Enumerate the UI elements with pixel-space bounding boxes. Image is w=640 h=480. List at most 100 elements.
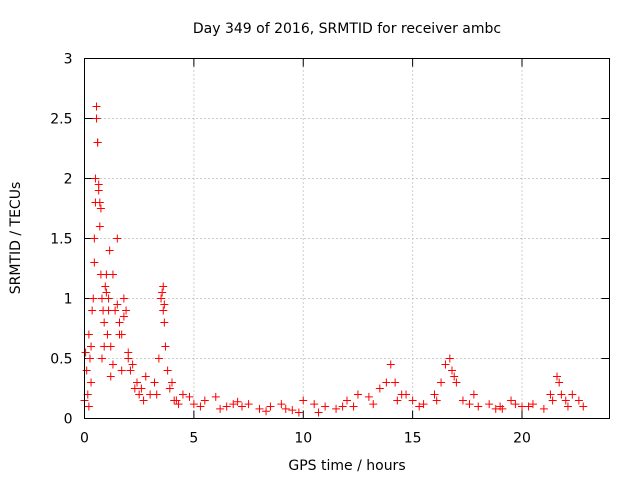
data-point (266, 402, 275, 411)
data-point (465, 400, 474, 409)
data-point (152, 390, 161, 399)
data-point (524, 402, 533, 411)
data-point (124, 348, 133, 357)
data-point (83, 390, 92, 399)
data-point (430, 390, 439, 399)
data-point (507, 396, 516, 405)
data-point (87, 342, 96, 351)
data-point (557, 390, 566, 399)
data-point (277, 400, 286, 409)
data-point (574, 396, 583, 405)
data-point (93, 138, 102, 147)
data-point (170, 396, 179, 405)
data-point (122, 306, 131, 315)
data-point (448, 366, 456, 375)
data-point (117, 366, 126, 375)
data-point (154, 354, 163, 363)
data-point (314, 408, 323, 417)
data-point (88, 306, 97, 315)
grid-lines (84, 58, 610, 419)
data-point (95, 198, 104, 207)
data-point (81, 348, 90, 357)
data-point (91, 174, 100, 183)
data-point (408, 396, 417, 405)
data-point (106, 372, 115, 381)
data-point (159, 306, 168, 315)
data-point (579, 402, 588, 411)
data-point (82, 366, 91, 375)
data-point (458, 396, 467, 405)
data-point (98, 354, 106, 363)
data-point (100, 318, 109, 327)
data-point (105, 246, 114, 255)
data-point (101, 282, 110, 291)
data-point (216, 404, 225, 413)
data-point (391, 378, 400, 387)
data-point (178, 390, 187, 399)
y-tick-label: 3 (64, 52, 73, 68)
y-tick-label: 2 (64, 172, 73, 188)
data-point (84, 402, 93, 411)
y-tick-label: 2.5 (50, 112, 72, 128)
data-point (141, 372, 150, 381)
data-point (262, 407, 271, 416)
data-point (161, 342, 170, 351)
data-point (321, 402, 330, 411)
data-point (244, 400, 253, 409)
data-point (174, 400, 183, 409)
data-point (288, 406, 297, 415)
data-point (160, 300, 169, 309)
data-point (555, 378, 564, 387)
x-tick-label: 20 (513, 431, 531, 447)
data-point (382, 378, 391, 387)
x-tick-label: 0 (80, 431, 89, 447)
data-point (548, 396, 557, 405)
data-point (485, 400, 494, 409)
data-point (528, 400, 537, 409)
data-point (128, 360, 137, 369)
tick-labels: 0 5 10 15 20 0 0.5 1 1.5 2 2.5 3 (50, 52, 531, 447)
data-point (469, 390, 478, 399)
data-point (415, 402, 424, 411)
x-tick-label: 5 (189, 431, 198, 447)
data-point (437, 378, 446, 387)
data-point (474, 402, 483, 411)
data-point (84, 330, 93, 339)
data-point (255, 404, 264, 413)
data-point (563, 402, 572, 411)
data-point (92, 114, 101, 123)
data-point (103, 330, 112, 339)
data-point (92, 102, 101, 111)
data-point (364, 392, 373, 401)
data-point (119, 294, 128, 303)
y-axis-label: SRMTID / TECUs (8, 182, 24, 295)
chart-title: Day 349 of 2016, SRMTID for receiver amb… (193, 21, 501, 37)
data-point (159, 282, 168, 291)
data-point (158, 288, 167, 297)
data-point (113, 300, 122, 309)
data-point (165, 384, 174, 393)
data-point (349, 402, 358, 411)
data-point (135, 390, 144, 399)
data-point (294, 408, 303, 417)
data-point (229, 400, 238, 409)
y-tick-label: 0.5 (50, 352, 72, 368)
axis-ticks (84, 58, 610, 419)
data-point (90, 258, 99, 267)
data-point (113, 234, 122, 243)
data-point (200, 396, 209, 405)
data-point (568, 390, 577, 399)
data-point (111, 306, 120, 315)
data-point (369, 400, 378, 409)
data-point (450, 372, 459, 381)
data-point (94, 180, 103, 189)
plot-frame (84, 58, 610, 419)
data-point (332, 404, 341, 413)
data-point (150, 378, 159, 387)
data-points (80, 102, 588, 417)
data-point (115, 330, 124, 339)
data-point (393, 396, 402, 405)
data-point (353, 390, 362, 399)
data-point (126, 366, 135, 375)
x-axis-label: GPS time / hours (288, 458, 405, 474)
